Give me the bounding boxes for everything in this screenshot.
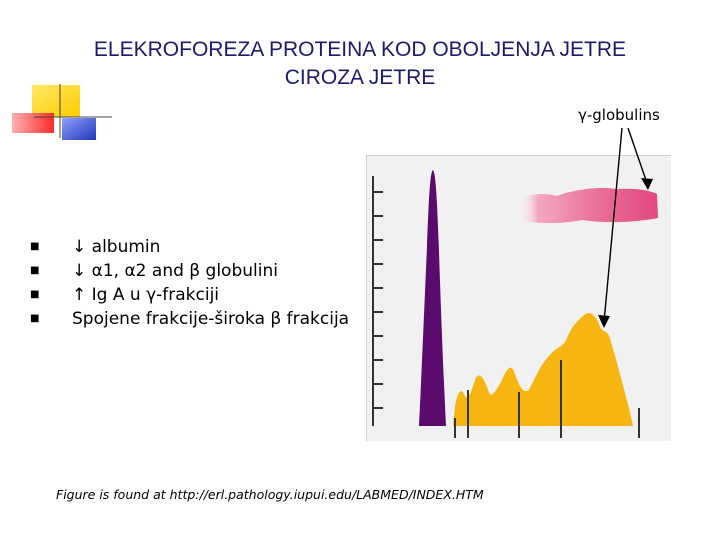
slide-title: ELEKROFOREZA PROTEINA KOD OBOLJENJA JETR… bbox=[0, 36, 720, 92]
globulin-area bbox=[453, 313, 633, 426]
bullet-item: ■ Spojene frakcije-široka β frakcija bbox=[30, 309, 350, 329]
deco-blue-square bbox=[62, 118, 96, 140]
bullet-marker: ■ bbox=[30, 313, 40, 324]
callout-arrowhead-peak bbox=[598, 315, 610, 328]
slide-title-line1: ELEKROFOREZA PROTEINA KOD OBOLJENJA JETR… bbox=[93, 38, 627, 61]
decorative-blocks bbox=[12, 84, 112, 140]
gamma-globulins-label: γ-globulins bbox=[578, 106, 660, 124]
callout-arrow-to-band bbox=[627, 127, 649, 187]
electrophoresis-figure bbox=[366, 155, 671, 441]
ruler-ticks bbox=[373, 191, 383, 409]
deco-yellow-square bbox=[32, 85, 80, 117]
callout-arrowhead-band bbox=[641, 178, 653, 190]
fraction-dividers bbox=[454, 360, 640, 438]
bullet-marker: ■ bbox=[30, 265, 40, 276]
callout-arrow-to-peak bbox=[603, 127, 623, 323]
source-note: Figure is found at http://erl.pathology.… bbox=[56, 487, 484, 502]
bullet-item: ■ ↓ albumin bbox=[30, 237, 161, 257]
bullet-item: ■ ↓ α1, α2 and β globulini bbox=[30, 261, 278, 281]
bullet-item: ■ ↑ Ig A u γ-frakciji bbox=[30, 285, 220, 305]
bullet-marker: ■ bbox=[30, 241, 40, 252]
bullet-list: ■ ↓ albumin ■ ↓ α1, α2 and β globulini ■ ↑ … bbox=[30, 235, 350, 331]
slide-title-line2: CIROZA JETRE bbox=[284, 66, 436, 89]
albumin-peak bbox=[419, 170, 446, 426]
electrophoresis-graph bbox=[372, 170, 658, 438]
deco-red-bar bbox=[12, 113, 54, 133]
bullet-marker: ■ bbox=[30, 289, 40, 300]
gel-band bbox=[517, 187, 658, 223]
